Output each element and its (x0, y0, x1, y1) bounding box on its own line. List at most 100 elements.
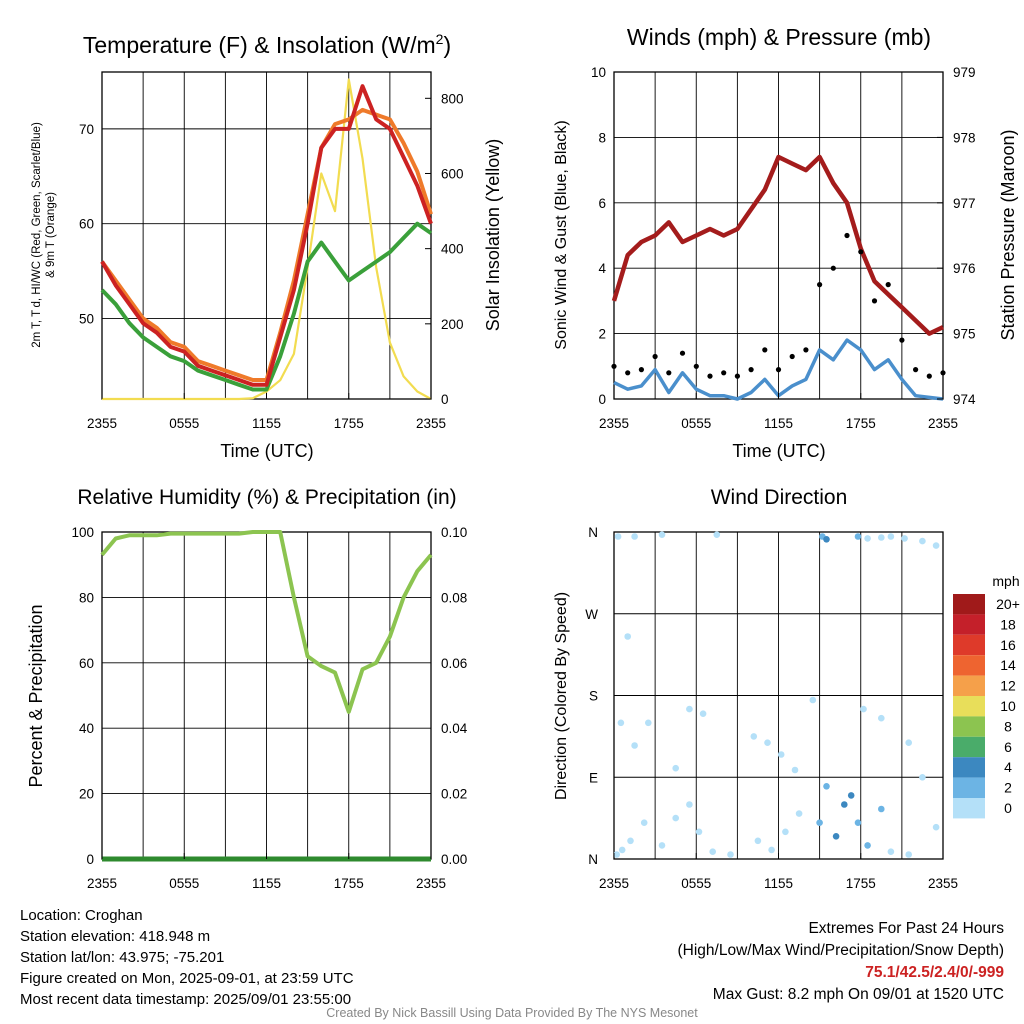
direction-point (709, 848, 716, 855)
direction-point (932, 542, 940, 549)
direction-point (878, 805, 885, 813)
credit-line: Created By Nick Bassill Using Data Provi… (326, 1006, 698, 1020)
direction-point (878, 714, 885, 722)
gust-point (871, 298, 878, 304)
gust-point (666, 370, 672, 376)
colorbar-swatch (953, 736, 985, 758)
x-tick-label: 1755 (846, 876, 876, 891)
y2-tick-label: 400 (441, 242, 464, 257)
direction-point (754, 837, 762, 845)
y-tick-label: 0 (598, 392, 606, 407)
y2-tick-label: 0.02 (441, 787, 467, 802)
y-tick-label: 0 (86, 852, 94, 867)
colorbar-swatch (953, 594, 985, 615)
x-tick-label: 1155 (252, 876, 281, 891)
direction-point (864, 535, 871, 542)
colorbar-swatch (953, 777, 985, 798)
direction-point (613, 851, 620, 858)
temp-x-axis-label: Time (UTC) (220, 441, 313, 461)
direction-point (727, 851, 734, 858)
x-tick-label: 1155 (252, 416, 281, 431)
colorbar-swatch (953, 757, 985, 778)
y-tick-label: 8 (598, 130, 606, 145)
gust-point (611, 363, 617, 369)
colorbar-swatch (953, 675, 985, 696)
recent-timestamp: Most recent data timestamp: 2025/09/01 2… (20, 991, 352, 1008)
direction-point (631, 742, 638, 749)
colorbar-label: 10 (1000, 698, 1016, 714)
station-elevation: Station elevation: 418.948 m (20, 928, 211, 945)
y-tick-label: 70 (79, 122, 94, 137)
extremes-subtitle: (High/Low/Max Wind/Precipitation/Snow De… (677, 942, 1005, 959)
gust-point (679, 350, 686, 356)
y-tick-label: 80 (79, 590, 94, 605)
direction-point (686, 801, 693, 808)
panel-temperature: Temperature (F) & Insolation (W/m2) 2355… (31, 31, 503, 461)
direction-point (764, 739, 771, 746)
gust-point (721, 370, 727, 376)
direction-point (713, 531, 721, 538)
x-tick-label: 2355 (416, 876, 446, 891)
y2-tick-label: 977 (953, 196, 976, 211)
gust-point (707, 373, 713, 379)
wind-tick-labels: 2355 0555 1155 1755 2355 0 2 4 6 8 10 974 975 976 977 9… (591, 65, 976, 431)
gust-point (858, 249, 864, 255)
gust-point (638, 367, 645, 373)
direction-point (645, 719, 652, 727)
dir-y-axis-label: Direction (Colored By Speed) (553, 592, 570, 800)
gust-point (899, 337, 905, 343)
direction-point (887, 533, 895, 540)
colorbar-swatch (953, 655, 985, 676)
x-tick-label: 0555 (169, 876, 199, 891)
y-tick-label: E (589, 770, 598, 785)
y2-tick-label: 975 (953, 327, 976, 342)
y2-tick-label: 0 (441, 392, 449, 407)
direction-point (627, 837, 634, 845)
direction-point (905, 851, 912, 858)
wind-chart-title: Winds (mph) & Pressure (mb) (627, 24, 931, 50)
direction-point (864, 842, 871, 849)
colorbar-label: 14 (1000, 657, 1016, 673)
y2-tick-label: 0.00 (441, 852, 467, 867)
colorbar-swatch (953, 716, 985, 737)
y-tick-label: N (588, 525, 598, 540)
gust-point (734, 373, 741, 379)
gust-point (693, 363, 699, 369)
direction-point (777, 751, 785, 758)
y2-tick-label: 974 (953, 392, 976, 407)
x-tick-label: 1755 (846, 416, 876, 431)
colorbar-swatch (953, 614, 985, 635)
direction-point (823, 536, 830, 543)
rh-grid (102, 532, 431, 859)
dir-scatter-group (613, 531, 940, 858)
y2-tick-label: 0.10 (441, 525, 467, 540)
y2-tick-label: 976 (953, 261, 976, 276)
y2-tick-label: 978 (953, 130, 976, 145)
x-tick-label: 0555 (681, 416, 711, 431)
direction-point (672, 814, 679, 822)
x-tick-label: 2355 (599, 876, 629, 891)
temp-y-axis-label-line-1: 2m T, T d, HI/WC (Red, Green, Scarlet/Bl… (31, 122, 43, 348)
extremes-values: 75.1/42.5/2.4/0/-999 (865, 964, 1004, 981)
colorbar-unit: mph (992, 573, 1019, 589)
direction-point (617, 719, 625, 727)
direction-point (791, 766, 799, 774)
colorbar-label: 8 (1004, 718, 1012, 734)
direction-point (905, 739, 912, 746)
direction-point (686, 705, 693, 713)
direction-point (847, 792, 855, 799)
series-line-maroon (611, 154, 944, 336)
y-tick-label: W (585, 607, 598, 622)
gust-point (775, 367, 782, 373)
panel-humidity: Relative Humidity (%) & Precipitation (i… (26, 486, 468, 891)
direction-point (887, 848, 895, 855)
gust-point (913, 367, 919, 373)
x-tick-label: 1755 (334, 876, 364, 891)
direction-point (795, 810, 803, 817)
y-tick-label: 40 (79, 721, 94, 736)
direction-point (860, 705, 867, 713)
x-tick-label: 2355 (928, 876, 958, 891)
extremes-box: Extremes For Past 24 Hours (High/Low/Max… (678, 918, 1005, 1006)
temp-grid (102, 72, 431, 399)
